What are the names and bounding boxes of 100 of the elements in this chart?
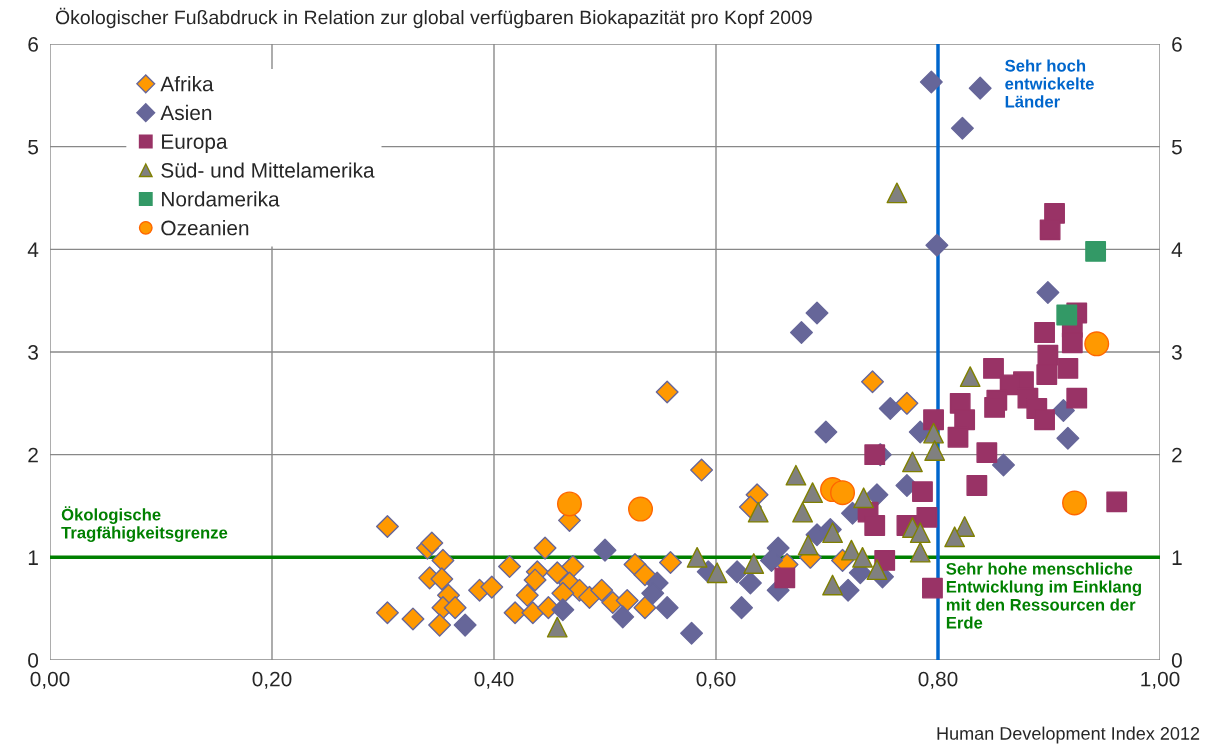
y-tick-label: 3 xyxy=(28,345,38,360)
point xyxy=(991,453,1015,477)
point xyxy=(853,487,875,509)
legend-label: Süd- und Mittelamerika xyxy=(161,162,375,178)
point xyxy=(878,396,902,420)
x-tick-label: 0,60 xyxy=(696,671,736,689)
point xyxy=(916,506,938,528)
point xyxy=(950,116,974,140)
point xyxy=(919,70,943,94)
point xyxy=(431,548,455,572)
point xyxy=(633,596,657,620)
x-tick-label: 0,80 xyxy=(918,671,958,689)
point xyxy=(864,515,886,536)
point xyxy=(515,583,539,607)
legend-label: Asien xyxy=(160,104,212,121)
point xyxy=(1036,364,1058,386)
legend-label: Europa xyxy=(162,134,228,154)
point xyxy=(1062,490,1088,516)
point xyxy=(802,482,823,504)
point xyxy=(401,607,425,631)
point xyxy=(498,555,522,579)
point xyxy=(954,516,976,537)
point xyxy=(1061,332,1083,354)
point xyxy=(836,578,860,602)
x-tick-label: 0,20 xyxy=(252,671,292,689)
point xyxy=(947,426,969,448)
point xyxy=(655,380,679,404)
point xyxy=(902,451,923,473)
point xyxy=(443,596,467,620)
point xyxy=(730,596,754,620)
x-tick-label: 0,00 xyxy=(30,671,70,689)
point xyxy=(968,76,992,100)
point xyxy=(480,575,504,599)
point xyxy=(1034,409,1055,431)
point xyxy=(923,422,944,444)
point xyxy=(983,358,1004,379)
y-tick-label: 4 xyxy=(27,242,39,257)
point xyxy=(861,370,885,394)
point xyxy=(375,601,399,625)
point xyxy=(453,613,477,637)
point xyxy=(690,458,714,482)
point xyxy=(954,409,976,431)
point xyxy=(658,550,682,574)
point xyxy=(1057,358,1079,379)
y2-tick-label: 2 xyxy=(1172,447,1182,463)
point xyxy=(1085,240,1107,262)
point xyxy=(680,621,704,645)
point xyxy=(760,548,783,572)
point xyxy=(841,539,862,561)
point xyxy=(1037,344,1059,366)
y-tick-label: 5 xyxy=(28,139,39,155)
point xyxy=(1066,387,1088,409)
point xyxy=(1056,426,1080,450)
annotation: Sehr hohe menschliche Entwicklung im Einklang mit den Ressourcen der Erde xyxy=(946,562,1141,629)
y2-tick-label: 4 xyxy=(1171,242,1183,257)
y2-tick-label: 0 xyxy=(1171,653,1182,668)
legend-label: Nordamerika xyxy=(162,191,280,207)
point xyxy=(923,409,944,431)
chart-title: Ökologischer Fußabdruck in Relation zur global verfügbaren Biokapazität pro Kopf 2009 xyxy=(55,7,812,29)
point xyxy=(546,616,568,638)
point xyxy=(747,501,769,523)
point xyxy=(545,561,569,585)
point xyxy=(789,320,813,344)
point xyxy=(615,588,639,612)
point xyxy=(420,531,444,555)
point xyxy=(1084,331,1110,357)
point xyxy=(984,397,1006,418)
ref-line-label: Sehr hoch entwickelte Länder xyxy=(1005,59,1094,108)
point xyxy=(375,515,399,539)
point xyxy=(864,444,886,466)
point xyxy=(797,534,819,556)
point xyxy=(944,526,966,548)
point xyxy=(866,559,888,581)
point xyxy=(738,571,762,595)
point xyxy=(561,555,585,579)
point xyxy=(743,553,765,574)
point xyxy=(628,496,654,522)
y-tick-label: 0 xyxy=(28,653,39,668)
point xyxy=(521,601,545,625)
point xyxy=(912,481,933,503)
point xyxy=(966,475,988,496)
point xyxy=(686,546,708,568)
y2-tick-label: 3 xyxy=(1171,345,1182,360)
point xyxy=(805,301,829,325)
point xyxy=(959,366,981,388)
point xyxy=(725,560,749,584)
point xyxy=(785,464,807,486)
point xyxy=(909,522,931,544)
point xyxy=(909,541,931,563)
point xyxy=(1039,219,1061,241)
point xyxy=(830,480,856,506)
point xyxy=(865,483,889,507)
point xyxy=(1056,304,1078,326)
point xyxy=(655,596,679,620)
x-tick-label: 0,40 xyxy=(474,671,514,689)
y-tick-label: 1 xyxy=(28,550,38,565)
y2-tick-label: 5 xyxy=(1171,139,1182,155)
y2-tick-label: 1 xyxy=(1172,550,1182,565)
point xyxy=(822,574,843,596)
point xyxy=(611,605,635,629)
